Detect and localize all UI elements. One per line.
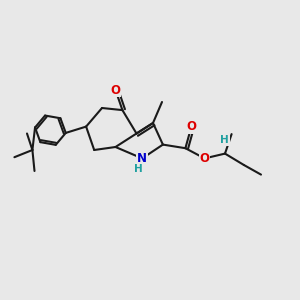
Text: N: N (137, 152, 147, 165)
Text: O: O (186, 120, 197, 133)
Text: O: O (200, 152, 210, 165)
Text: H: H (134, 164, 143, 174)
Text: H: H (220, 135, 229, 146)
Text: O: O (110, 83, 121, 97)
